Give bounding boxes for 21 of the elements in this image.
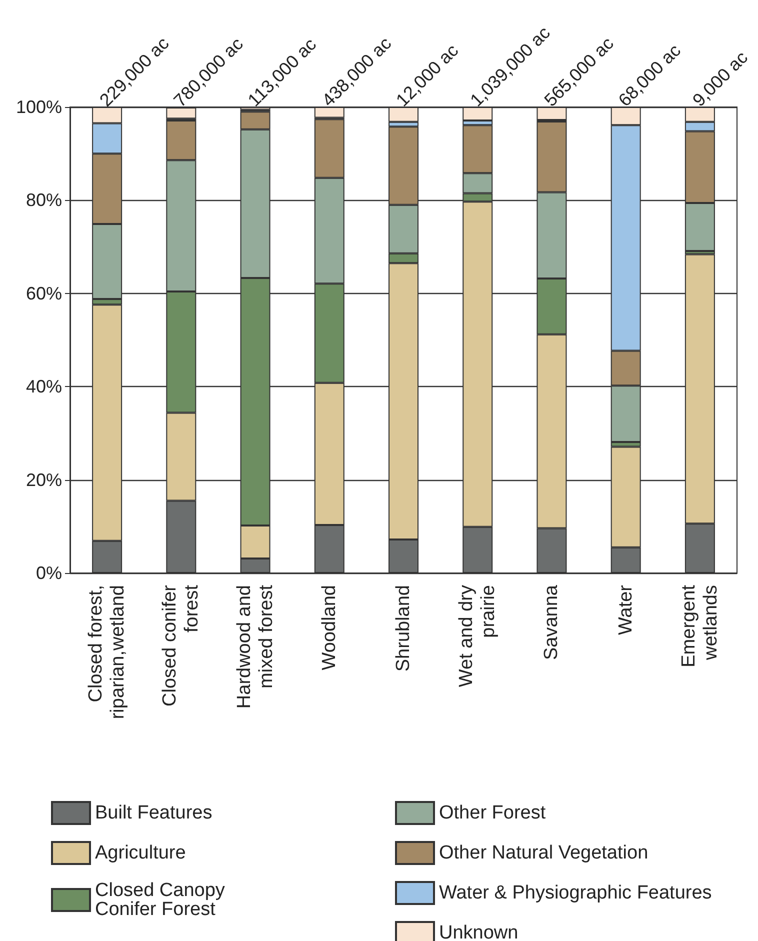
x-tick-label: Woodland	[318, 585, 340, 670]
legend-label: Other Forest	[439, 802, 546, 824]
x-tick-label: Closed forest, riparian,wetland	[86, 585, 129, 720]
legend-label: Closed Canopy Conifer Forest	[95, 880, 226, 920]
legend-label: Other Natural Vegetation	[439, 842, 648, 864]
y-tick-label: 40%	[26, 376, 62, 397]
y-tick-label: 60%	[26, 283, 62, 304]
legend-label: Water & Physiographic Features	[439, 882, 712, 904]
x-tick-label: Closed conifer forest	[160, 584, 203, 706]
y-tick-label: 20%	[26, 470, 62, 490]
x-tick-label: Shrubland	[393, 585, 414, 672]
legend-label: Unknown	[439, 922, 518, 941]
y-tick-label: 0%	[36, 563, 62, 583]
x-tick-label: Wet and dry prairie	[456, 584, 500, 688]
y-tick-label: 100%	[16, 97, 62, 117]
x-tick-label: Water	[615, 584, 636, 635]
legend-label: Built Features	[95, 802, 212, 824]
legend-label: Agriculture	[95, 842, 186, 864]
x-tick-label: Savanna	[541, 584, 562, 660]
x-tick-label: Emergent wetlands	[678, 584, 722, 668]
y-tick-label: 80%	[26, 190, 62, 210]
